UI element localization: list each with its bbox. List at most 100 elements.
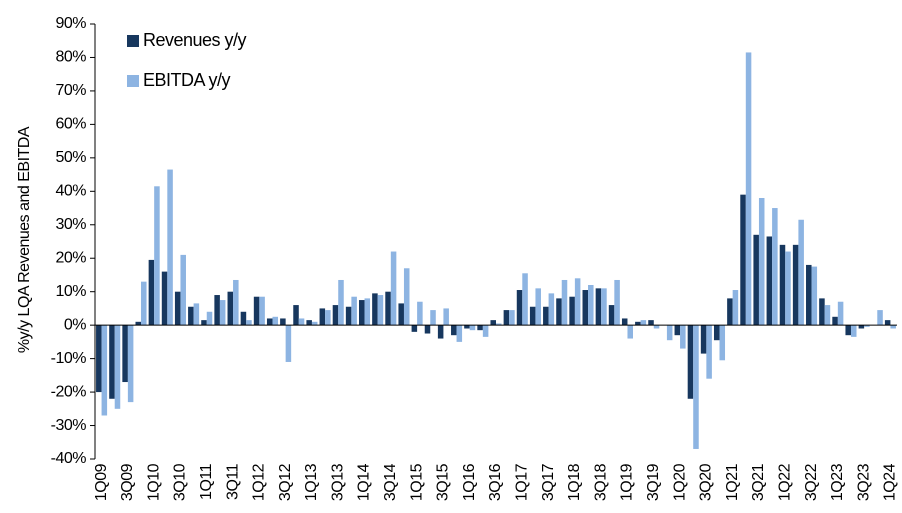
bar bbox=[259, 296, 265, 326]
bar bbox=[535, 288, 541, 326]
bar bbox=[753, 234, 759, 326]
bar bbox=[779, 244, 786, 326]
x-tick-label: 1Q19 bbox=[619, 463, 636, 501]
bar bbox=[233, 279, 239, 326]
bar bbox=[621, 318, 628, 326]
bar bbox=[403, 268, 410, 326]
y-tick-label: -10% bbox=[51, 350, 87, 367]
bar bbox=[845, 325, 851, 336]
x-tick-label: 1Q11 bbox=[198, 463, 215, 500]
bar bbox=[188, 306, 194, 326]
bar bbox=[437, 325, 444, 339]
bar bbox=[359, 300, 365, 326]
x-tick-label: 3Q21 bbox=[750, 463, 767, 501]
bar bbox=[325, 310, 331, 326]
y-tick-label: -20% bbox=[51, 383, 87, 400]
bar bbox=[503, 310, 510, 326]
bar bbox=[785, 251, 791, 326]
x-tick-label: 3Q12 bbox=[277, 463, 294, 501]
bar bbox=[509, 310, 515, 326]
bar bbox=[285, 325, 292, 362]
bar bbox=[877, 310, 883, 326]
bar bbox=[390, 251, 397, 326]
bar bbox=[311, 321, 318, 326]
bar bbox=[364, 298, 371, 326]
bar bbox=[345, 306, 352, 326]
x-tick-label: 3Q16 bbox=[487, 463, 504, 501]
x-tick-label: 1Q16 bbox=[461, 463, 478, 501]
bar bbox=[522, 273, 528, 326]
legend-label: EBITDA y/y bbox=[143, 70, 231, 90]
bar bbox=[582, 290, 589, 326]
bar bbox=[135, 321, 142, 326]
bar bbox=[792, 244, 799, 326]
x-tick-label: 1Q21 bbox=[724, 463, 741, 501]
x-tick-label: 3Q22 bbox=[803, 463, 820, 501]
x-tick-label: 1Q14 bbox=[356, 463, 373, 501]
bar bbox=[687, 325, 694, 399]
bar bbox=[496, 323, 502, 326]
bar bbox=[674, 325, 681, 336]
bar bbox=[614, 279, 620, 326]
bar bbox=[850, 325, 857, 337]
x-tick-label: 1Q18 bbox=[566, 463, 583, 501]
x-tick-label: 1Q10 bbox=[145, 463, 162, 501]
bar bbox=[745, 52, 752, 326]
bar bbox=[122, 325, 128, 383]
bar bbox=[653, 325, 660, 329]
bar bbox=[884, 320, 891, 326]
y-tick-label: -40% bbox=[51, 450, 87, 467]
y-tick-label: 0% bbox=[64, 316, 86, 333]
bar bbox=[819, 298, 825, 326]
bar bbox=[543, 306, 549, 326]
bar bbox=[706, 325, 712, 379]
bar bbox=[141, 281, 147, 326]
y-tick-label: 50% bbox=[55, 149, 86, 166]
x-tick-label: 1Q09 bbox=[93, 463, 110, 501]
x-tick-label: 3Q09 bbox=[119, 463, 136, 501]
bar bbox=[666, 325, 673, 341]
bar bbox=[451, 325, 457, 336]
y-tick-label: 30% bbox=[55, 216, 86, 233]
bar bbox=[740, 194, 746, 326]
bar bbox=[693, 325, 699, 449]
bar bbox=[608, 305, 615, 326]
legend-swatch bbox=[127, 35, 139, 47]
y-tick-label: 10% bbox=[55, 283, 86, 300]
x-tick-label: 1Q15 bbox=[408, 463, 425, 501]
bar bbox=[574, 278, 581, 326]
bar bbox=[727, 298, 733, 326]
x-tick-label: 3Q18 bbox=[592, 463, 609, 501]
bar bbox=[635, 321, 641, 326]
bar bbox=[385, 291, 391, 326]
bar bbox=[469, 325, 476, 331]
bar bbox=[127, 325, 134, 403]
bar bbox=[732, 290, 739, 326]
x-tick-label: 1Q24 bbox=[882, 463, 899, 501]
bar bbox=[832, 316, 838, 326]
x-tick-label: 3Q11 bbox=[224, 463, 241, 500]
y-tick-label: 60% bbox=[55, 116, 86, 133]
bar bbox=[206, 311, 213, 326]
y-axis-label: %y/y LQA Revenues and EBITDA bbox=[16, 126, 33, 353]
bar bbox=[161, 271, 168, 326]
bar bbox=[588, 285, 594, 326]
bar bbox=[529, 306, 536, 326]
bar bbox=[680, 325, 686, 349]
bar bbox=[280, 318, 286, 326]
bar bbox=[561, 279, 568, 326]
y-tick-label: 70% bbox=[55, 82, 86, 99]
x-tick-label: 3Q10 bbox=[172, 463, 189, 501]
bar bbox=[858, 325, 865, 329]
bar bbox=[569, 296, 575, 326]
bar bbox=[154, 186, 160, 326]
bar bbox=[798, 219, 804, 326]
bar bbox=[719, 325, 726, 361]
bar bbox=[214, 295, 220, 326]
y-tick-label: 20% bbox=[55, 249, 86, 266]
bar bbox=[417, 301, 423, 326]
y-tick-label: -30% bbox=[51, 417, 87, 434]
bar bbox=[424, 325, 431, 334]
bar bbox=[377, 295, 384, 326]
bar bbox=[372, 293, 378, 326]
